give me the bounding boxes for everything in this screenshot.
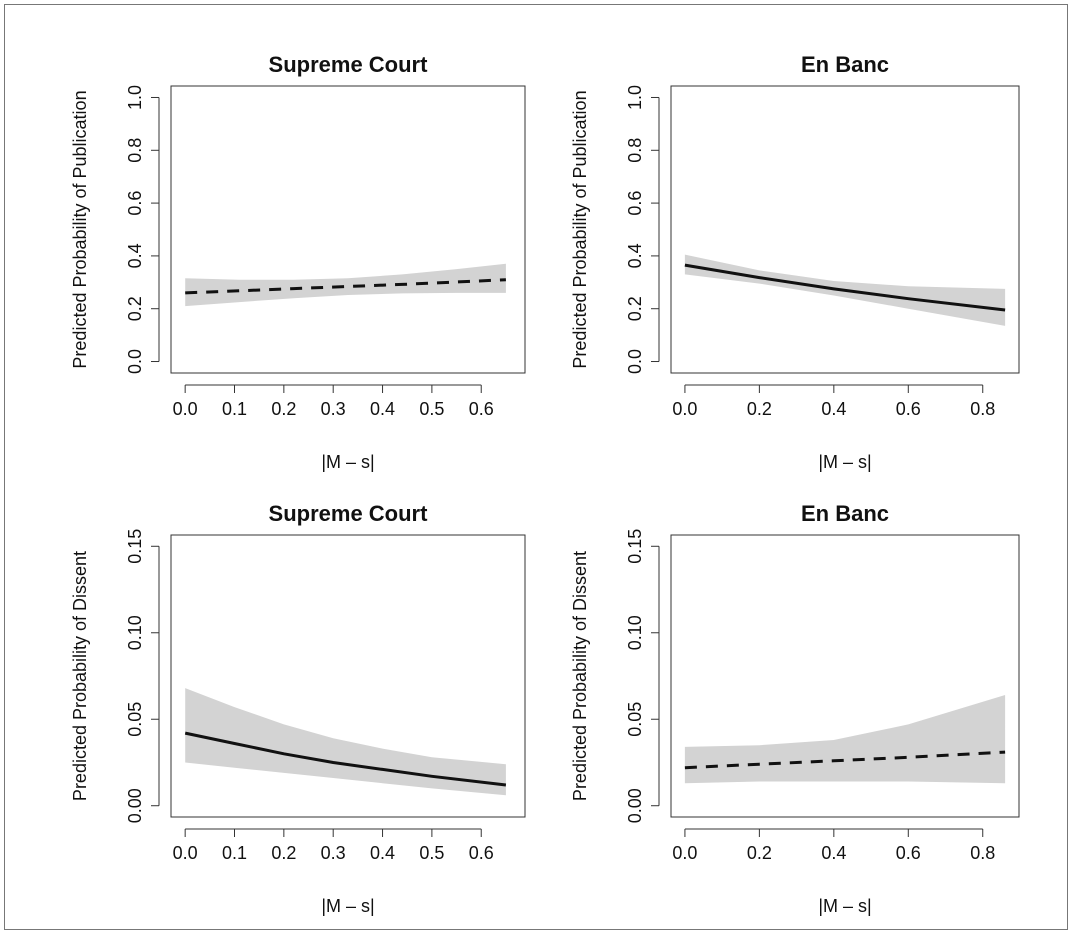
x-tick-label: 0.6 bbox=[896, 843, 921, 863]
y-tick-label: 0.4 bbox=[625, 243, 645, 268]
panel-3: 0.0 0.1 0.2 0.3 0.4 0.5 0.6 0.00 0.05 0.10 0.15 Sup… bbox=[70, 501, 526, 916]
plot-box bbox=[670, 534, 1020, 818]
x-tick-label: 0.5 bbox=[419, 843, 444, 863]
x-tick-label: 0.4 bbox=[821, 843, 846, 863]
x-tick-label: 0.6 bbox=[469, 399, 494, 419]
x-tick-label: 0.3 bbox=[321, 399, 346, 419]
x-tick-label: 0.0 bbox=[672, 399, 697, 419]
predicted-line bbox=[684, 750, 1006, 770]
y-tick-label: 0.00 bbox=[625, 788, 645, 823]
y-tick-label: 0.4 bbox=[125, 243, 145, 268]
y-axis-label: Predicted Probability of Publication bbox=[570, 90, 590, 368]
x-tick-label: 0.8 bbox=[970, 399, 995, 419]
y-tick-label: 0.0 bbox=[125, 349, 145, 374]
y-axis-label: Predicted Probability of Dissent bbox=[570, 551, 590, 801]
y-tick-label: 0.6 bbox=[125, 191, 145, 216]
x-tick-label: 0.6 bbox=[469, 843, 494, 863]
x-tick-label: 0.4 bbox=[370, 399, 395, 419]
x-axis-label: |M – s| bbox=[321, 896, 374, 916]
x-axis-label: |M – s| bbox=[321, 452, 374, 472]
x-tick-label: 0.0 bbox=[672, 843, 697, 863]
panel-title: En Banc bbox=[801, 501, 889, 526]
plot-box bbox=[170, 534, 526, 818]
x-tick-label: 0.5 bbox=[419, 399, 444, 419]
y-tick-label: 1.0 bbox=[625, 85, 645, 110]
x-tick-label: 0.0 bbox=[173, 399, 198, 419]
y-tick-label: 0.6 bbox=[625, 191, 645, 216]
x-tick-label: 0.6 bbox=[896, 399, 921, 419]
panel-title: Supreme Court bbox=[269, 52, 429, 77]
y-axis-label: Predicted Probability of Dissent bbox=[70, 551, 90, 801]
y-tick-label: 0.00 bbox=[125, 788, 145, 823]
y-tick-label: 0.10 bbox=[625, 615, 645, 650]
figure-frame: 0.0 0.1 0.2 0.3 0.4 0.5 0.6 0.0 0.2 0.4 0.6 0.8 1.0 S… bbox=[4, 4, 1068, 930]
x-axis-label: |M – s| bbox=[818, 452, 871, 472]
x-tick-label: 0.4 bbox=[821, 399, 846, 419]
predicted-line bbox=[184, 731, 507, 787]
x-axis-label: |M – s| bbox=[818, 896, 871, 916]
panel-title: En Banc bbox=[801, 52, 889, 77]
x-tick-label: 0.4 bbox=[370, 843, 395, 863]
x-tick-label: 0.1 bbox=[222, 843, 247, 863]
x-tick-label: 0.1 bbox=[222, 399, 247, 419]
y-axis-label: Predicted Probability of Publication bbox=[70, 90, 90, 368]
x-tick-label: 0.0 bbox=[173, 843, 198, 863]
y-tick-label: 0.8 bbox=[625, 138, 645, 163]
confidence-band bbox=[185, 263, 506, 307]
y-tick-label: 0.0 bbox=[625, 349, 645, 374]
x-tick-label: 0.2 bbox=[747, 843, 772, 863]
figure-canvas: 0.0 0.1 0.2 0.3 0.4 0.5 0.6 0.0 0.2 0.4 0.6 0.8 1.0 S… bbox=[70, 52, 1020, 916]
confidence-band bbox=[185, 688, 506, 796]
predicted-line bbox=[684, 263, 1006, 312]
plot-box bbox=[170, 85, 526, 374]
x-tick-label: 0.8 bbox=[970, 843, 995, 863]
confidence-band bbox=[684, 695, 1006, 784]
y-tick-label: 0.2 bbox=[625, 296, 645, 321]
panel-4: 0.0 0.2 0.4 0.6 0.8 0.00 0.05 0.10 0.15 En Banc |M… bbox=[570, 501, 1020, 916]
plot-box bbox=[670, 85, 1020, 374]
y-tick-label: 0.05 bbox=[125, 702, 145, 737]
y-tick-label: 0.15 bbox=[625, 529, 645, 564]
panel-1: 0.0 0.1 0.2 0.3 0.4 0.5 0.6 0.0 0.2 0.4 0.6 0.8 1.0 S… bbox=[70, 52, 526, 472]
y-tick-label: 0.10 bbox=[125, 615, 145, 650]
y-tick-label: 0.2 bbox=[125, 296, 145, 321]
y-tick-label: 0.05 bbox=[625, 702, 645, 737]
panel-2: 0.0 0.2 0.4 0.6 0.8 0.0 0.2 0.4 0.6 0.8 1.0 En Banc… bbox=[570, 52, 1020, 472]
x-tick-label: 0.2 bbox=[271, 843, 296, 863]
panel-title: Supreme Court bbox=[269, 501, 429, 526]
x-tick-label: 0.3 bbox=[321, 843, 346, 863]
y-tick-label: 1.0 bbox=[125, 85, 145, 110]
y-tick-label: 0.15 bbox=[125, 529, 145, 564]
x-tick-label: 0.2 bbox=[747, 399, 772, 419]
y-tick-label: 0.8 bbox=[125, 138, 145, 163]
x-tick-label: 0.2 bbox=[271, 399, 296, 419]
